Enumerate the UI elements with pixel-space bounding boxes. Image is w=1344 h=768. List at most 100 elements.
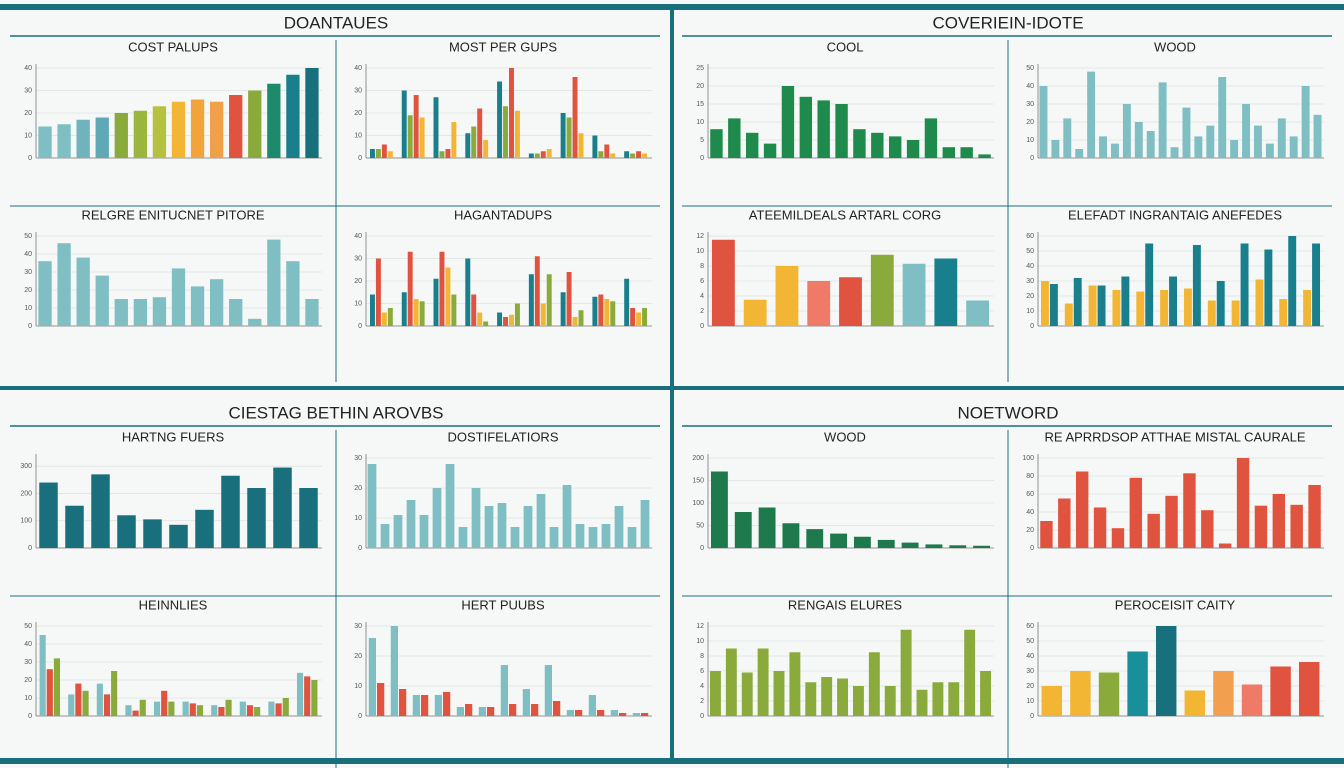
bar: [973, 545, 991, 548]
bar: [401, 292, 407, 326]
y-tick-label: 0: [700, 155, 704, 162]
chart-title: MOST PER GUPS: [449, 39, 557, 54]
bar: [641, 713, 649, 716]
bar: [588, 527, 598, 548]
bar: [478, 707, 486, 716]
y-tick-label: 0: [1030, 155, 1034, 162]
y-tick-label: 0: [1030, 323, 1034, 330]
y-tick-label: 20: [24, 677, 32, 684]
bar: [509, 68, 514, 158]
bar: [1288, 236, 1297, 326]
bar: [65, 505, 84, 548]
bar: [406, 500, 416, 548]
bar: [1146, 131, 1155, 158]
bar: [514, 110, 520, 158]
bar: [960, 147, 973, 158]
bar: [1160, 290, 1169, 326]
bar: [597, 710, 605, 716]
bar: [630, 153, 636, 158]
y-tick-label: 40: [24, 65, 32, 72]
bar: [503, 106, 508, 158]
bar: [1039, 86, 1048, 158]
y-tick-label: 100: [1022, 455, 1034, 462]
bar: [487, 707, 495, 716]
bar: [1121, 276, 1130, 326]
bar: [387, 308, 393, 326]
bar: [546, 149, 552, 158]
bar: [627, 527, 637, 548]
bar: [432, 488, 442, 548]
bar: [948, 682, 960, 716]
bar: [837, 678, 849, 716]
bar: [1231, 300, 1240, 326]
bar: [1313, 114, 1322, 158]
y-tick-label: 20: [354, 278, 362, 285]
y-tick-label: 40: [354, 65, 362, 72]
y-tick-label: 30: [24, 269, 32, 276]
bar: [1265, 143, 1274, 158]
bar: [247, 488, 266, 548]
bar: [471, 294, 477, 326]
bar: [1041, 686, 1063, 716]
y-tick-label: 0: [1030, 713, 1034, 720]
bar: [421, 695, 429, 716]
bar: [111, 671, 118, 716]
bar: [1207, 300, 1216, 326]
bar: [575, 710, 583, 716]
bar: [1241, 684, 1263, 716]
y-tick-label: 30: [354, 87, 362, 94]
bar: [805, 682, 817, 716]
bar: [534, 153, 540, 158]
bar: [1242, 104, 1251, 158]
bar: [1236, 458, 1250, 548]
bar: [1216, 281, 1225, 326]
bar: [906, 140, 920, 158]
bar: [614, 506, 624, 548]
y-tick-label: 50: [24, 623, 32, 630]
bar: [942, 147, 956, 158]
bar: [566, 272, 572, 326]
bar: [1122, 104, 1131, 158]
bar: [642, 308, 648, 326]
bar: [763, 143, 777, 158]
chart-title: RENGAIS ELURES: [788, 597, 902, 612]
bar: [509, 314, 514, 326]
bar: [1201, 510, 1214, 548]
y-tick-label: 50: [1026, 248, 1034, 255]
bar: [610, 301, 616, 326]
bar: [268, 701, 275, 716]
chart-title: RE APRRDSOP ATTHAE MISTAL CAURALE: [1044, 429, 1305, 444]
bar: [572, 317, 578, 326]
y-tick-label: 60: [1026, 491, 1034, 498]
bar: [578, 310, 584, 326]
bar: [799, 96, 813, 158]
bar: [38, 126, 52, 158]
bar: [610, 710, 618, 716]
bar: [375, 258, 381, 326]
y-tick-label: 8: [700, 263, 704, 270]
bar: [82, 690, 89, 716]
bar: [1279, 299, 1288, 326]
bar: [877, 539, 895, 548]
bar: [624, 151, 630, 158]
bar: [782, 523, 800, 548]
chart-title: HAGANTADUPS: [454, 207, 552, 222]
bar: [497, 81, 503, 158]
chart-title: PEROCEISIT CAITY: [1115, 597, 1236, 612]
bar: [91, 474, 110, 548]
bar: [1277, 118, 1286, 158]
bar: [578, 133, 584, 158]
bar: [381, 144, 387, 158]
bar: [390, 626, 398, 716]
top-band: [0, 4, 1344, 10]
y-tick-label: 80: [1026, 473, 1034, 480]
chart-title: COST PALUPS: [128, 39, 218, 54]
bar: [456, 707, 464, 716]
bar: [980, 671, 992, 716]
bar: [789, 652, 801, 716]
bar: [534, 256, 540, 326]
y-tick-label: 0: [1030, 545, 1034, 552]
bar: [839, 277, 862, 326]
bar: [497, 503, 507, 548]
bar: [900, 629, 912, 716]
